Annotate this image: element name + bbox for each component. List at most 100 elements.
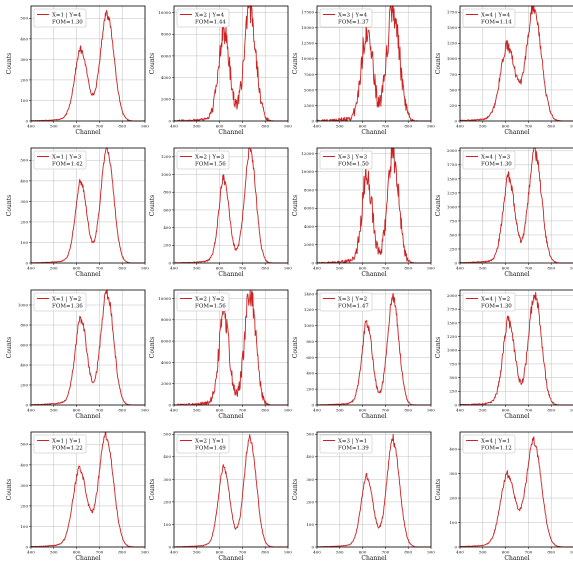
y-tick-label: 1500 (447, 320, 458, 325)
legend-box (319, 8, 373, 28)
x-tick-label: 900 (284, 124, 292, 129)
x-tick-label: 900 (570, 266, 573, 271)
y-tick-label: 400 (20, 462, 28, 467)
y-axis-label: Counts (6, 337, 13, 358)
x-tick-label: 400 (170, 124, 178, 129)
plot-frame (459, 289, 573, 406)
x-tick-label: 700 (239, 124, 247, 129)
y-tick-label: 12500 (301, 41, 314, 46)
x-axis-label: Channel (218, 129, 243, 136)
y-tick-label: 15000 (301, 25, 314, 30)
y-tick-label: 4000 (161, 75, 172, 80)
y-tick-label: 4000 (304, 224, 315, 229)
x-tick-label: 400 (170, 266, 178, 271)
y-tick-label: 500 (20, 16, 28, 21)
x-tick-label: 500 (50, 550, 58, 555)
legend-entry: X=2 | Y=1 (195, 439, 224, 445)
x-tick-label: 700 (96, 266, 104, 271)
x-axis-label: Channel (361, 413, 386, 420)
plot-frame (316, 5, 432, 122)
x-tick-label: 900 (141, 266, 149, 271)
y-tick-label: 500 (449, 87, 457, 92)
x-axis-label: Channel (75, 555, 100, 562)
legend-entry: X=1 | Y=1 (52, 439, 81, 445)
y-tick-label: 1250 (447, 190, 458, 195)
subplot-4: 400 500 600 700 800 900 0 250 500 750 1000 1250 1500… (435, 5, 573, 136)
x-tick-label: 900 (427, 124, 435, 129)
x-axis-label: Channel (75, 129, 100, 136)
legend-fom: FOM=1.14 (481, 20, 512, 26)
legend-fom: FOM=1.44 (195, 20, 226, 26)
y-axis-label: Counts (435, 53, 442, 74)
y-tick-label: 0 (25, 402, 28, 407)
y-tick-label: 600 (306, 355, 314, 360)
x-tick-label: 600 (502, 124, 510, 129)
subplot-9: 400 500 600 700 800 900 0 200 400 600 800 1000 Chann… (6, 289, 149, 420)
y-tick-label: 0 (168, 544, 171, 549)
x-tick-label: 600 (502, 550, 510, 555)
x-tick-label: 400 (27, 408, 35, 413)
y-tick-label: 400 (306, 371, 314, 376)
legend-fom: FOM=1.47 (338, 304, 369, 310)
legend-fom: FOM=1.49 (195, 446, 226, 452)
x-tick-label: 500 (193, 266, 201, 271)
y-tick-label: 1200 (304, 307, 315, 312)
y-tick-label: 300 (20, 57, 28, 62)
legend-fom: FOM=1.30 (52, 20, 83, 26)
x-tick-label: 700 (96, 408, 104, 413)
series-line (459, 436, 573, 548)
y-tick-label: 100 (306, 522, 314, 527)
x-tick-label: 600 (502, 408, 510, 413)
legend-box (176, 292, 230, 312)
legend-entry: X=2 | Y=4 (195, 13, 225, 19)
y-tick-label: 2000 (447, 293, 458, 298)
x-tick-label: 400 (313, 550, 321, 555)
x-tick-label: 400 (313, 266, 321, 271)
x-tick-label: 600 (216, 266, 224, 271)
x-tick-label: 900 (141, 550, 149, 555)
y-tick-label: 0 (25, 544, 28, 549)
y-tick-label: 1000 (447, 56, 458, 61)
y-tick-label: 0 (454, 118, 457, 123)
y-tick-label: 0 (168, 118, 171, 123)
legend-fom: FOM=1.30 (481, 304, 512, 310)
y-tick-label: 4000 (161, 360, 172, 365)
legend-entry: X=3 | Y=2 (338, 297, 367, 303)
series-line (173, 147, 288, 264)
x-tick-label: 800 (261, 550, 269, 555)
x-tick-label: 900 (284, 266, 292, 271)
legend-entry: X=3 | Y=4 (338, 13, 368, 19)
series-line (30, 9, 145, 122)
legend-entry: X=1 | Y=3 (52, 155, 82, 161)
x-tick-label: 800 (547, 408, 555, 413)
x-tick-label: 800 (118, 408, 126, 413)
x-tick-label: 700 (525, 408, 533, 413)
x-axis-label: Channel (75, 271, 100, 278)
y-axis-label: Counts (149, 479, 156, 500)
subplot-16: 400 500 600 700 800 900 0 100 200 300 400 Channel Co… (435, 431, 573, 562)
x-tick-label: 900 (427, 266, 435, 271)
y-tick-label: 1000 (447, 348, 458, 353)
y-tick-label: 2000 (161, 381, 172, 386)
x-axis-label: Channel (504, 129, 529, 136)
x-tick-label: 600 (73, 550, 81, 555)
x-axis-label: Channel (218, 413, 243, 420)
x-tick-label: 900 (284, 550, 292, 555)
y-tick-label: 0 (454, 544, 457, 549)
x-tick-label: 700 (525, 124, 533, 129)
legend-fom: FOM=1.22 (52, 446, 83, 452)
y-axis-label: Counts (149, 337, 156, 358)
plot-frame (316, 431, 432, 548)
y-tick-label: 100 (20, 524, 28, 529)
series-line (459, 147, 573, 264)
legend-fom: FOM=1.56 (195, 162, 226, 168)
y-tick-label: 250 (449, 389, 457, 394)
y-tick-label: 100 (20, 240, 28, 245)
y-axis-label: Counts (6, 53, 13, 74)
y-tick-label: 500 (306, 432, 314, 437)
